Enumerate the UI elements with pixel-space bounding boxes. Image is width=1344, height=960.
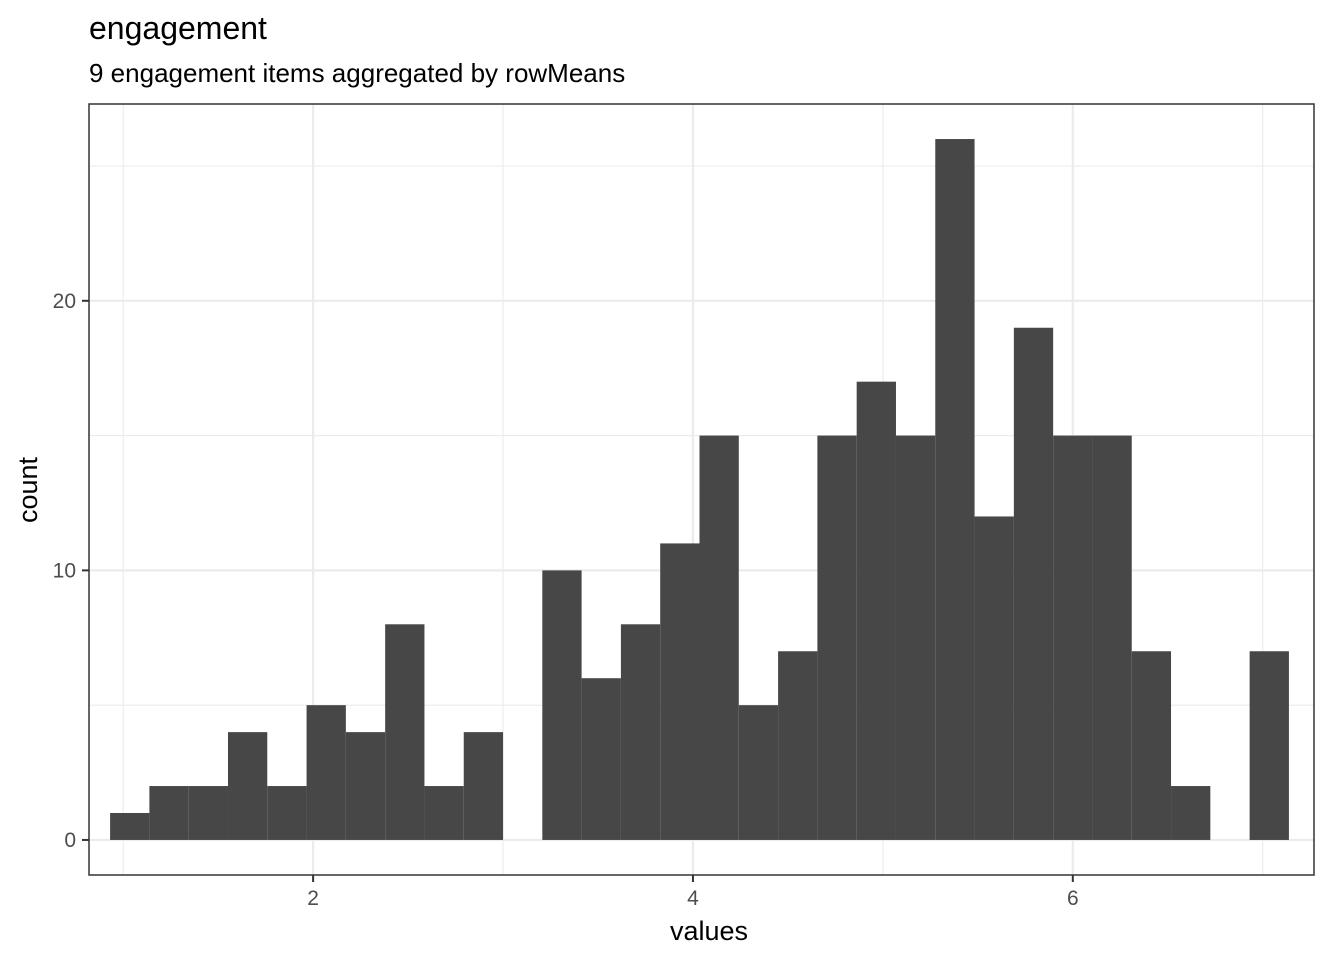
histogram-bar xyxy=(738,705,779,840)
histogram-bar xyxy=(817,435,857,840)
histogram-bar xyxy=(227,732,268,840)
x-axis: 2 4 6 xyxy=(307,875,1079,910)
histogram-bar xyxy=(424,786,464,840)
chart-subtitle: 9 engagement items aggregated by rowMean… xyxy=(89,58,625,88)
y-tick-label: 0 xyxy=(64,829,76,852)
histogram-bars xyxy=(110,139,1289,840)
y-tick-label: 20 xyxy=(53,290,76,313)
histogram-bar xyxy=(856,381,896,840)
histogram-bar xyxy=(620,624,661,840)
histogram-bar xyxy=(542,570,582,840)
y-tick-label: 10 xyxy=(53,559,76,582)
y-axis: 0 10 20 xyxy=(53,290,89,852)
histogram-bar xyxy=(699,435,739,840)
histogram-bar xyxy=(110,812,150,840)
histogram-bar xyxy=(778,651,818,840)
histogram-bar xyxy=(935,139,975,840)
histogram-bar xyxy=(267,786,307,840)
histogram-bar xyxy=(463,732,504,840)
histogram-bar xyxy=(1053,435,1093,840)
panel-border xyxy=(88,103,1315,876)
x-tick-label: 2 xyxy=(307,887,319,910)
y-axis-title: count xyxy=(13,456,43,523)
x-axis-title: values xyxy=(670,916,748,946)
chart-title: engagement xyxy=(89,10,267,46)
x-tick-label: 6 xyxy=(1067,887,1079,910)
histogram-bar xyxy=(306,705,346,840)
histogram-bar xyxy=(149,786,189,840)
histogram-bar xyxy=(345,732,386,840)
histogram-bar xyxy=(1092,435,1132,840)
x-tick-label: 4 xyxy=(687,887,699,910)
histogram-bar xyxy=(1131,651,1172,840)
histogram-bar xyxy=(581,678,621,840)
histogram-bar xyxy=(660,543,700,840)
histogram-bar xyxy=(1013,327,1054,840)
histogram-bar xyxy=(1249,651,1289,840)
histogram-bar xyxy=(188,786,228,840)
histogram-bar xyxy=(895,435,936,840)
histogram-bar xyxy=(385,624,425,840)
histogram-bar xyxy=(974,516,1014,840)
histogram-bar xyxy=(1171,786,1211,840)
